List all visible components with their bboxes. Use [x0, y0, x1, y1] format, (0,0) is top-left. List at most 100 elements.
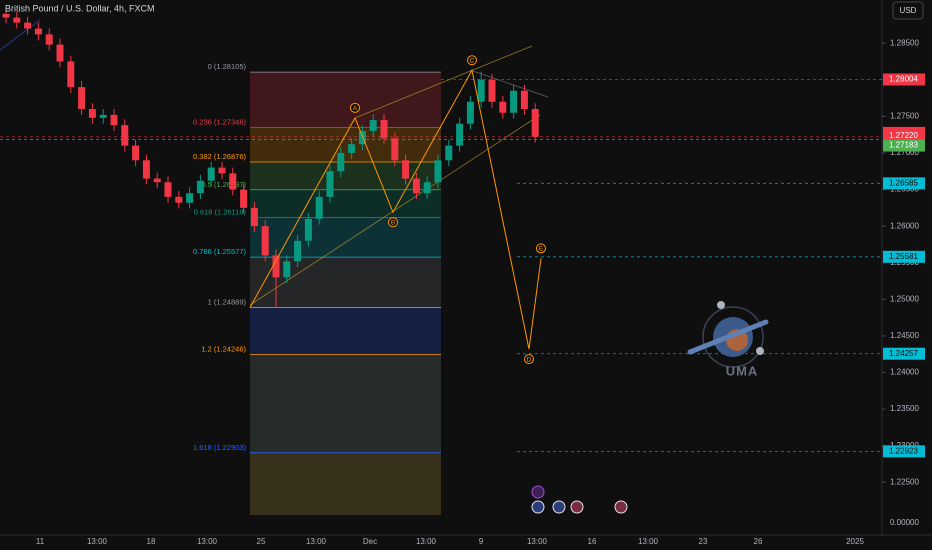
- logo-ring: [702, 306, 764, 368]
- wave-label: A: [353, 105, 358, 112]
- candle-body: [391, 138, 399, 161]
- price-tag: [883, 139, 925, 152]
- candle-body: [445, 145, 453, 161]
- wave-label: B: [391, 219, 395, 226]
- fib-label: 0 (1.28105): [208, 62, 247, 71]
- candle-body: [24, 22, 32, 29]
- candle-body: [99, 114, 107, 118]
- y-tick-label: 1.25000: [890, 294, 919, 303]
- candle-body: [229, 173, 237, 190]
- y-tick-label: 1.24500: [890, 331, 919, 340]
- fib-label: 1.2 (1.24246): [201, 345, 246, 354]
- y-tick-label: 1.24000: [890, 368, 919, 377]
- candle-body: [423, 182, 431, 194]
- trend-line: [0, 19, 41, 51]
- candle-body: [164, 182, 172, 197]
- price-tag-label: 1.22923: [889, 446, 918, 455]
- wave-leg: [249, 117, 356, 308]
- fib-label: 0.382 (1.26876): [193, 152, 246, 161]
- fib-zone: [250, 452, 441, 515]
- price-tag-label: 1.27183: [889, 141, 918, 150]
- candle-body: [434, 160, 442, 183]
- wave-label: C: [470, 57, 475, 64]
- candle-body: [272, 255, 280, 278]
- candle-body: [477, 79, 485, 102]
- candle-body: [186, 193, 194, 203]
- y-tick-label: 1.28500: [890, 38, 919, 47]
- x-tick-label: 9: [479, 537, 484, 546]
- x-tick-label: 13:00: [197, 537, 218, 546]
- candle-body: [218, 167, 226, 174]
- fib-zone: [250, 307, 441, 355]
- candle-body: [402, 160, 410, 179]
- trend-line: [354, 45, 533, 119]
- candle-body: [196, 180, 204, 194]
- fib-zone: [250, 257, 441, 308]
- candle-body: [380, 120, 388, 139]
- event-icon[interactable]: [531, 500, 545, 514]
- logo: UMA: [687, 301, 769, 378]
- x-tick-label: 13:00: [527, 537, 548, 546]
- candle-body: [294, 240, 302, 262]
- wave-label: E: [539, 246, 544, 253]
- candle-body: [240, 189, 248, 208]
- candle-body: [412, 178, 420, 194]
- wave-point: [350, 102, 360, 113]
- fib-zone: [250, 127, 441, 163]
- candle-body: [175, 196, 183, 203]
- fib-zone: [250, 162, 441, 190]
- x-tick-label: 18: [147, 537, 156, 546]
- price-tag-label: 1.25581: [889, 252, 918, 261]
- currency-label: USD: [900, 6, 917, 15]
- candle-body: [358, 131, 366, 145]
- fib-label: 0.786 (1.25577): [193, 247, 246, 256]
- fib-zone: [250, 354, 441, 453]
- candle-body: [67, 61, 75, 88]
- wave-point: [388, 217, 398, 228]
- price-tag: [883, 250, 925, 263]
- y-tick-label: 1.22500: [890, 477, 919, 486]
- price-tag: [883, 177, 925, 190]
- event-icon[interactable]: [570, 500, 584, 514]
- candle-body: [283, 261, 291, 278]
- fib-label: 0.618 (1.26118): [194, 207, 247, 216]
- event-icon[interactable]: [614, 500, 628, 514]
- event-icon[interactable]: [531, 485, 545, 499]
- x-tick-label: 11: [36, 537, 45, 546]
- candle-body: [110, 114, 118, 126]
- candle-body: [466, 101, 474, 124]
- wave-label: D: [527, 356, 532, 363]
- candle-body: [348, 144, 356, 153]
- price-tag-label: 1.26585: [889, 178, 918, 187]
- trend-line: [469, 69, 549, 98]
- candle-body: [304, 218, 312, 241]
- trend-line: [249, 114, 541, 306]
- events: [531, 485, 628, 514]
- chart-title: British Pound / U.S. Dollar, 4h, FXCM: [5, 3, 155, 13]
- candle-body: [499, 101, 507, 113]
- candle-body: [153, 178, 161, 183]
- candle-body: [78, 87, 86, 110]
- fib-zone: [250, 72, 441, 128]
- fib-label: 0.5 (1.26497): [201, 180, 246, 189]
- wave-point: [524, 354, 534, 365]
- candle-body: [531, 109, 539, 137]
- y-tick-label: 1.27500: [890, 111, 919, 120]
- candle-body: [456, 123, 464, 146]
- fib-label: 1.618 (1.22903): [193, 443, 246, 452]
- price-tag: [883, 445, 925, 458]
- wave-path: [354, 68, 542, 350]
- fib-retracement: 0 (1.28105) 0.236 (1.27346) 0.382 (1.26876…: [193, 62, 441, 515]
- candle-body: [520, 90, 528, 110]
- x-tick-label: 23: [699, 537, 708, 546]
- currency-button[interactable]: [892, 1, 924, 20]
- price-tag: [883, 73, 925, 86]
- y-tick-label: 1.23500: [890, 404, 919, 413]
- wave-point: [536, 243, 546, 254]
- candle-body: [121, 125, 129, 146]
- event-icon[interactable]: [552, 500, 566, 514]
- candle-body: [488, 79, 496, 102]
